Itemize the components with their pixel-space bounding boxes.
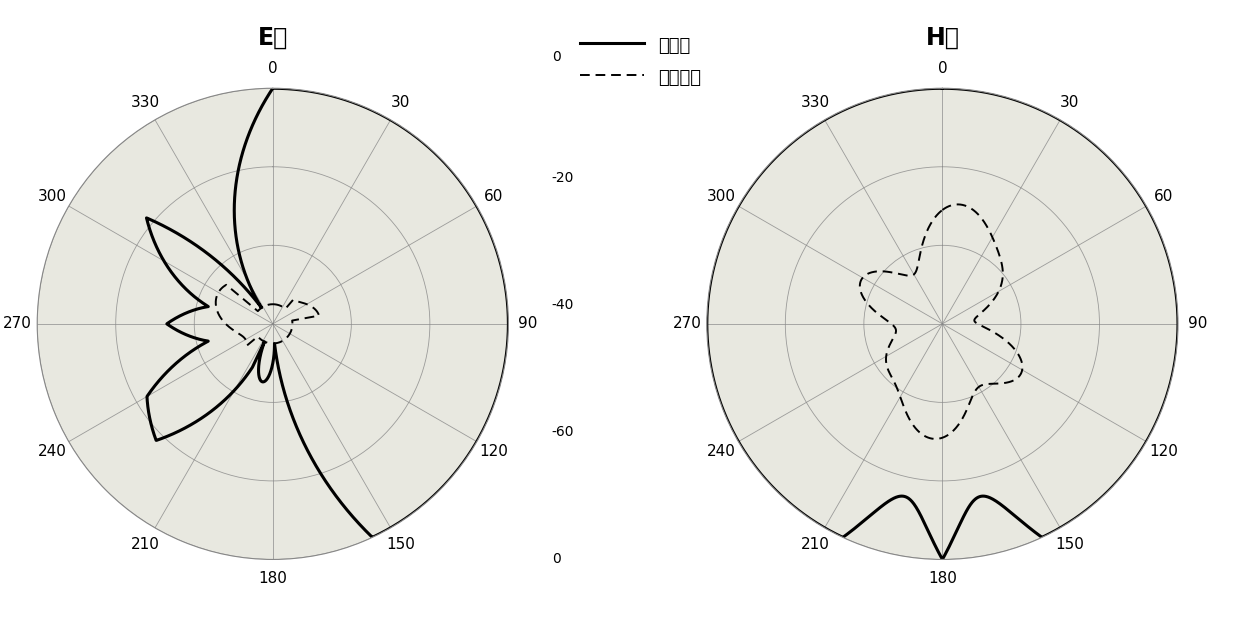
Title: E面: E面: [258, 25, 288, 50]
Text: 0: 0: [552, 50, 560, 64]
Title: H面: H面: [925, 25, 960, 50]
Text: 0: 0: [552, 552, 560, 566]
Text: -60: -60: [552, 425, 574, 439]
Text: -40: -40: [552, 298, 574, 312]
Text: -20: -20: [552, 171, 574, 185]
Legend: 主极化, 交叉极化: 主极化, 交叉极化: [573, 28, 708, 94]
